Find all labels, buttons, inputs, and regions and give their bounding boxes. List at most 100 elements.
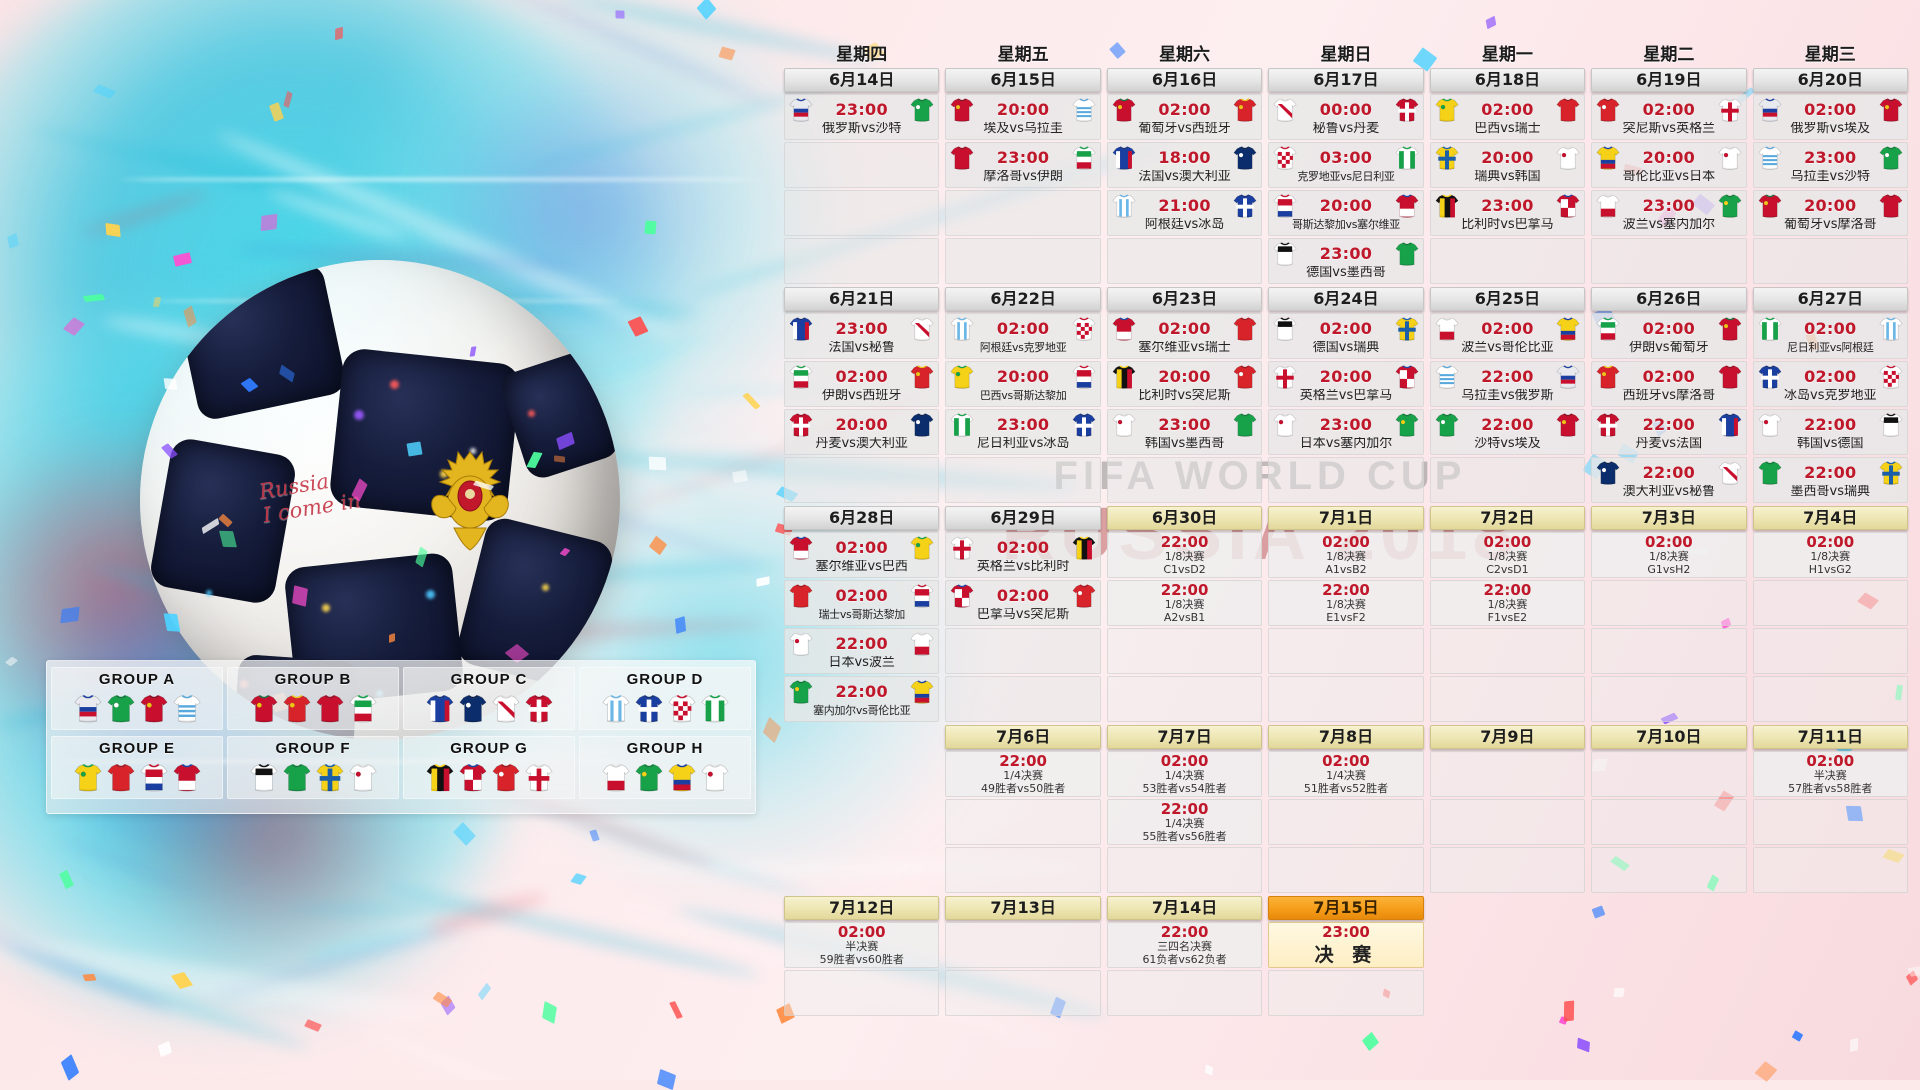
team-jersey-icon-brazil[interactable] [73, 761, 103, 793]
team-jersey-icon-uruguay[interactable] [172, 692, 202, 724]
match-cell[interactable]: 22:00 丹麦vs法国 [1591, 409, 1747, 455]
team-jersey-icon-russia[interactable] [73, 692, 103, 724]
date-header-6月28日[interactable]: 6月28日 [784, 506, 940, 530]
date-header-6月16日[interactable]: 6月16日 [1106, 68, 1263, 92]
match-cell[interactable]: 23:00 乌拉圭vs沙特 [1752, 142, 1908, 188]
date-header-6月21日[interactable]: 6月21日 [784, 287, 940, 311]
team-jersey-icon-croatia[interactable] [667, 692, 697, 724]
group-box-group-f[interactable]: GROUP F [227, 736, 399, 799]
match-cell[interactable]: 20:00 比利时vs突尼斯 [1106, 361, 1263, 407]
date-header-7月10日[interactable]: 7月10日 [1591, 725, 1747, 749]
knockout-match-cell[interactable]: 22:00 1/8决赛 E1vsF2 [1268, 580, 1424, 626]
match-cell[interactable]: 23:00 尼日利亚vs冰岛 [945, 409, 1101, 455]
match-cell[interactable]: 22:00 墨西哥vs瑞典 [1752, 457, 1908, 503]
knockout-match-cell[interactable]: 02:00 1/8决赛 H1vsG2 [1752, 532, 1908, 578]
group-box-group-h[interactable]: GROUP H [579, 736, 751, 799]
team-jersey-icon-france[interactable] [425, 692, 455, 724]
team-jersey-icon-poland[interactable] [601, 761, 631, 793]
knockout-match-cell[interactable]: 02:00 1/8决赛 A1vsB2 [1268, 532, 1424, 578]
match-cell[interactable]: 02:00 塞尔维亚vs巴西 [784, 532, 940, 578]
knockout-match-cell[interactable]: 02:00 半决赛 59胜者vs60胜者 [784, 922, 940, 968]
match-cell[interactable]: 20:00 哥伦比亚vs日本 [1591, 142, 1747, 188]
team-jersey-icon-morocco[interactable] [315, 692, 345, 724]
team-jersey-icon-germany[interactable] [249, 761, 279, 793]
match-cell[interactable]: 02:00 阿根廷vs克罗地亚 [945, 313, 1101, 359]
match-cell[interactable]: 02:00 巴拿马vs突尼斯 [945, 580, 1101, 626]
team-jersey-icon-egypt[interactable] [139, 692, 169, 724]
team-jersey-icon-nigeria[interactable] [700, 692, 730, 724]
match-cell[interactable]: 20:00 巴西vs哥斯达黎加 [945, 361, 1101, 407]
date-header-7月12日[interactable]: 7月12日 [784, 896, 940, 920]
date-header-7月7日[interactable]: 7月7日 [1106, 725, 1263, 749]
date-header-6月27日[interactable]: 6月27日 [1752, 287, 1908, 311]
match-cell[interactable]: 23:00 俄罗斯vs沙特 [784, 94, 940, 140]
team-jersey-icon-saudi[interactable] [106, 692, 136, 724]
date-header-6月30日[interactable]: 6月30日 [1106, 506, 1263, 530]
knockout-match-cell[interactable]: 02:00 1/8决赛 C2vsD1 [1429, 532, 1586, 578]
date-header-6月17日[interactable]: 6月17日 [1268, 68, 1424, 92]
match-cell[interactable]: 23:00 摩洛哥vs伊朗 [945, 142, 1101, 188]
match-cell[interactable]: 18:00 法国vs澳大利亚 [1106, 142, 1263, 188]
date-header-6月20日[interactable]: 6月20日 [1752, 68, 1908, 92]
match-cell[interactable]: 22:00 日本vs波兰 [784, 628, 940, 674]
knockout-match-cell[interactable]: 02:00 1/4决赛 51胜者vs52胜者 [1268, 751, 1424, 797]
match-cell[interactable]: 02:00 巴西vs瑞士 [1429, 94, 1586, 140]
match-cell[interactable]: 20:00 丹麦vs澳大利亚 [784, 409, 940, 455]
match-cell[interactable]: 00:00 秘鲁vs丹麦 [1268, 94, 1424, 140]
team-jersey-icon-tunisia[interactable] [491, 761, 521, 793]
match-cell[interactable]: 20:00 瑞典vs韩国 [1429, 142, 1586, 188]
match-cell[interactable]: 20:00 葡萄牙vs摩洛哥 [1752, 190, 1908, 236]
date-header-6月15日[interactable]: 6月15日 [945, 68, 1101, 92]
match-cell[interactable]: 23:00 法国vs秘鲁 [784, 313, 940, 359]
knockout-match-cell[interactable]: 22:00 1/4决赛 49胜者vs50胜者 [945, 751, 1101, 797]
team-jersey-icon-iceland[interactable] [634, 692, 664, 724]
date-header-7月9日[interactable]: 7月9日 [1429, 725, 1586, 749]
match-cell[interactable]: 02:00 俄罗斯vs埃及 [1752, 94, 1908, 140]
match-cell[interactable]: 02:00 塞尔维亚vs瑞士 [1106, 313, 1263, 359]
match-cell[interactable]: 02:00 西班牙vs摩洛哥 [1591, 361, 1747, 407]
group-box-group-c[interactable]: GROUP C [403, 667, 575, 730]
team-jersey-icon-peru[interactable] [491, 692, 521, 724]
date-header-7月1日[interactable]: 7月1日 [1268, 506, 1424, 530]
match-cell[interactable]: 02:00 波兰vs哥伦比亚 [1429, 313, 1586, 359]
team-jersey-icon-costarica[interactable] [139, 761, 169, 793]
knockout-match-cell[interactable]: 22:00 1/4决赛 55胜者vs56胜者 [1106, 799, 1263, 845]
team-jersey-icon-england[interactable] [524, 761, 554, 793]
match-cell[interactable]: 02:00 葡萄牙vs西班牙 [1106, 94, 1263, 140]
team-jersey-icon-korea[interactable] [348, 761, 378, 793]
knockout-match-cell[interactable]: 22:00 三四名决赛 61负者vs62负者 [1106, 922, 1263, 968]
match-cell[interactable]: 22:00 澳大利亚vs秘鲁 [1591, 457, 1747, 503]
match-cell[interactable]: 23:00 德国vs墨西哥 [1268, 238, 1424, 284]
knockout-match-cell[interactable]: 02:00 1/4决赛 53胜者vs54胜者 [1106, 751, 1263, 797]
match-cell[interactable]: 22:00 塞内加尔vs哥伦比亚 [784, 676, 940, 722]
date-header-6月29日[interactable]: 6月29日 [945, 506, 1101, 530]
knockout-match-cell[interactable]: 02:00 半决赛 57胜者vs58胜者 [1752, 751, 1908, 797]
knockout-match-cell[interactable]: 22:00 1/8决赛 C1vsD2 [1106, 532, 1263, 578]
date-header-6月18日[interactable]: 6月18日 [1429, 68, 1586, 92]
team-jersey-icon-spain[interactable] [282, 692, 312, 724]
date-header-7月14日[interactable]: 7月14日 [1106, 896, 1263, 920]
team-jersey-icon-sweden[interactable] [315, 761, 345, 793]
match-cell[interactable]: 23:00 日本vs塞内加尔 [1268, 409, 1424, 455]
team-jersey-icon-switzerland[interactable] [106, 761, 136, 793]
match-cell[interactable]: 03:00 克罗地亚vs尼日利亚 [1268, 142, 1424, 188]
match-cell[interactable]: 22:00 韩国vs德国 [1752, 409, 1908, 455]
date-header-6月23日[interactable]: 6月23日 [1106, 287, 1263, 311]
final-match-cell[interactable]: 23:00 决 赛 [1268, 922, 1424, 968]
team-jersey-icon-denmark[interactable] [524, 692, 554, 724]
date-header-6月14日[interactable]: 6月14日 [784, 68, 940, 92]
match-cell[interactable]: 02:00 德国vs瑞典 [1268, 313, 1424, 359]
match-cell[interactable]: 02:00 冰岛vs克罗地亚 [1752, 361, 1908, 407]
match-cell[interactable]: 23:00 比利时vs巴拿马 [1429, 190, 1586, 236]
match-cell[interactable]: 02:00 伊朗vs西班牙 [784, 361, 940, 407]
match-cell[interactable]: 02:00 尼日利亚vs阿根廷 [1752, 313, 1908, 359]
date-header-7月8日[interactable]: 7月8日 [1268, 725, 1424, 749]
date-header-6月24日[interactable]: 6月24日 [1268, 287, 1424, 311]
match-cell[interactable]: 20:00 埃及vs乌拉圭 [945, 94, 1101, 140]
team-jersey-icon-argentina[interactable] [601, 692, 631, 724]
match-cell[interactable]: 02:00 英格兰vs比利时 [945, 532, 1101, 578]
match-cell[interactable]: 02:00 伊朗vs葡萄牙 [1591, 313, 1747, 359]
team-jersey-icon-panama[interactable] [458, 761, 488, 793]
team-jersey-icon-australia[interactable] [458, 692, 488, 724]
date-header-7月13日[interactable]: 7月13日 [945, 896, 1101, 920]
